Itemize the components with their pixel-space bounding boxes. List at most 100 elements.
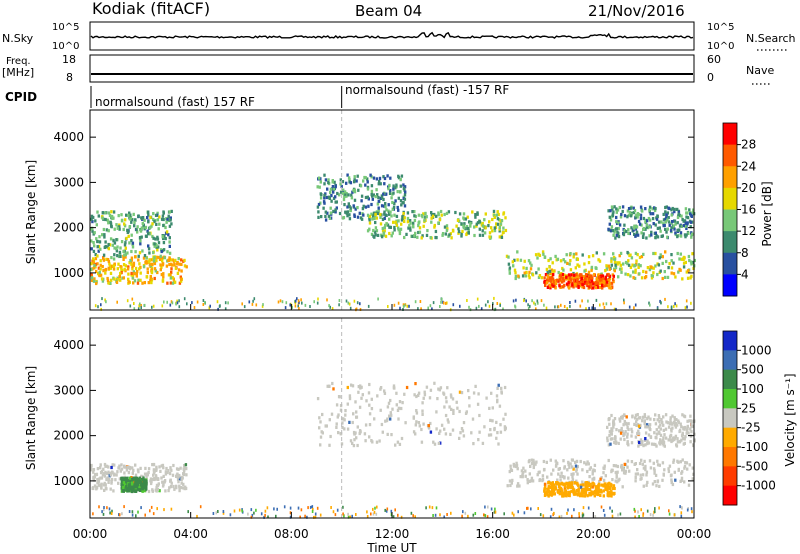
power-cell [546, 281, 549, 285]
velocity-cell [461, 514, 463, 518]
velocity-cell [626, 426, 629, 430]
power-cell [682, 261, 686, 265]
velocity-cell [627, 422, 630, 426]
power-cell [404, 190, 407, 194]
velocity-cell [101, 510, 103, 514]
power-cell [430, 216, 433, 220]
power-cell [529, 261, 532, 265]
power-cell [589, 285, 592, 289]
velocity-cell [344, 409, 347, 413]
nsky-panel [89, 21, 695, 51]
velocity-cell [320, 430, 323, 434]
power-cell [665, 259, 668, 264]
power-cell [329, 190, 332, 195]
power-cell [615, 207, 618, 211]
power-cell [168, 251, 172, 255]
power-cell [597, 280, 600, 285]
power-cell [576, 263, 579, 267]
power-cell [109, 220, 112, 224]
power-cell [670, 259, 673, 263]
velocity-cell [420, 427, 423, 432]
power-cell [681, 217, 684, 222]
power-cell [324, 214, 327, 218]
velocity-cell [570, 458, 574, 462]
power-cell [500, 235, 504, 239]
velocity-cell [144, 513, 146, 517]
x-tick-label: 20:00 [576, 527, 611, 541]
velocity-cell [415, 420, 418, 424]
power-cell [434, 229, 438, 234]
power-cell [636, 233, 640, 237]
power-cell [130, 239, 133, 243]
power-cell [170, 270, 173, 274]
power-cell [377, 209, 380, 213]
station-title: Kodiak (fitACF) [92, 0, 210, 18]
velocity-cell [567, 484, 570, 488]
power-cell [396, 190, 399, 194]
power-cell [549, 272, 552, 276]
power-cell [161, 304, 164, 308]
power-cell [461, 229, 464, 233]
power-cell [381, 226, 384, 231]
velocity-cell [184, 463, 188, 467]
velocity-cell [685, 461, 689, 465]
power-cell [680, 214, 683, 218]
power-cell [652, 266, 655, 270]
velocity-cell [389, 417, 392, 421]
velocity-cell [477, 392, 480, 396]
velocity-cell [109, 473, 113, 477]
power-cell [117, 214, 120, 218]
power-cell [563, 305, 566, 308]
velocity-cell [490, 391, 493, 395]
power-cell [112, 239, 115, 243]
power-cell [443, 301, 445, 305]
power-cell [634, 268, 637, 272]
power-cell [126, 299, 129, 303]
velocity-cell [170, 481, 173, 485]
power-cell [333, 180, 336, 184]
velocity-cell [145, 476, 148, 480]
velocity-cell [394, 508, 396, 512]
power-cell [547, 258, 550, 263]
power-cell [524, 274, 527, 278]
velocity-cell [352, 412, 355, 416]
power-cell [297, 299, 300, 303]
power-cell [324, 210, 327, 214]
power-cell [687, 254, 691, 259]
velocity-cell [386, 507, 389, 511]
velocity-cell [624, 430, 627, 434]
power-cell [347, 193, 350, 197]
velocity-cell [356, 443, 359, 448]
velocity-cell [468, 404, 471, 408]
power-cell [252, 299, 254, 303]
velocity-cell [332, 387, 335, 391]
power-cell [158, 215, 161, 219]
power-cell [554, 286, 557, 290]
velocity-cell [267, 515, 269, 519]
velocity-cell [645, 470, 649, 474]
velocity-cell [683, 437, 686, 441]
power-cell [132, 263, 135, 267]
velocity-cell [549, 515, 552, 519]
power-cell [668, 206, 671, 211]
power-cell [618, 205, 621, 210]
power-cell [196, 300, 199, 304]
power-cell [685, 233, 688, 237]
power-cell [123, 253, 126, 257]
power-cell [556, 278, 559, 282]
velocity-cell [643, 459, 646, 463]
power-cell [149, 215, 152, 220]
velocity-cell [653, 471, 656, 475]
power-cell [97, 266, 101, 270]
power-cell [629, 206, 632, 210]
velocity-cell [671, 482, 675, 487]
power-cell [362, 179, 365, 183]
power-cell [350, 193, 353, 197]
velocity-cell [429, 430, 433, 434]
velocity-cell [614, 470, 617, 475]
velocity-cell [420, 440, 424, 444]
velocity-cell [567, 463, 570, 467]
power-cell [94, 219, 97, 223]
power-cell [107, 242, 110, 247]
velocity-cell [273, 507, 275, 511]
